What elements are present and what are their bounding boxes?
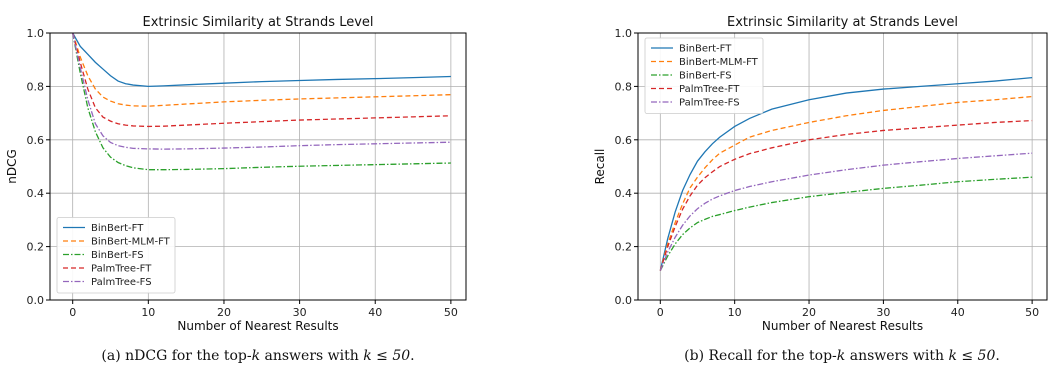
legend-box: [56, 217, 176, 294]
series-line-palmtree-ft: [72, 33, 451, 128]
x-tick-label: 20: [217, 306, 231, 319]
figure-caption: (b) Recall for the top-k answers with k …: [684, 348, 1000, 364]
series-line-binbert-mlm-ft: [659, 95, 1033, 271]
x-tick-label: 0: [69, 306, 76, 319]
caption-text: answers with: [845, 348, 948, 364]
legend-box: [644, 37, 764, 114]
y-tick-label: 0.2: [615, 241, 633, 254]
y-tick-label: 0.4: [615, 187, 633, 200]
chart-title: Extrinsic Similarity at Strands Level: [727, 15, 958, 30]
legend-entry: BinBert-MLM-FT: [91, 237, 171, 248]
x-axis-label: Number of Nearest Results: [177, 319, 338, 333]
y-axis-label: Recall: [593, 149, 607, 185]
caption-math: k ≤ 50: [363, 348, 410, 364]
y-tick-label: 0.8: [615, 80, 633, 93]
series-line-palmtree-fs: [72, 33, 451, 150]
caption-text: (b) Recall for the top-: [684, 348, 837, 364]
chart-ndcg: 0 10 20 30 40 50 0.0 0.2 0.4 0.6 0.8 1.0 Extrinsic S…: [5, 15, 467, 364]
legend-entry: PalmTree-FT: [91, 264, 152, 275]
x-tick-label: 30: [293, 306, 307, 319]
x-tick-label: 0: [657, 306, 664, 319]
legend-entry: BinBert-MLM-FT: [679, 57, 759, 68]
caption-text: .: [995, 348, 999, 364]
x-tick-label: 50: [1025, 306, 1039, 319]
chart-recall: 0 10 20 30 40 50 0.0 0.2 0.4 0.6 0.8 1.0 Extrinsic S…: [593, 15, 1048, 364]
plot-frame: [637, 32, 1048, 301]
caption-math: k: [252, 348, 260, 364]
x-tick-label: 10: [728, 306, 742, 319]
x-tick-label: 30: [876, 306, 890, 319]
figure-caption: (a) nDCG for the top-k answers with k ≤ …: [101, 348, 414, 364]
x-tick-label: 40: [951, 306, 965, 319]
series-line-binbert-ft: [659, 76, 1033, 271]
y-tick-label: 1.0: [615, 27, 633, 40]
plot-frame: [49, 32, 467, 301]
y-tick-label: 0.8: [27, 80, 45, 93]
legend-entry: BinBert-FS: [679, 71, 732, 82]
series-line-binbert-fs: [72, 33, 451, 171]
y-tick-label: 0.2: [27, 241, 45, 254]
legend: BinBert-FT BinBert-MLM-FT BinBert-FS PalmTr…: [644, 37, 764, 114]
legend-entry: PalmTree-FT: [679, 84, 740, 95]
x-axis-label: Number of Nearest Results: [762, 319, 923, 333]
caption-text: (a) nDCG for the top-: [101, 348, 251, 364]
legend-entry: BinBert-FT: [679, 44, 732, 55]
series-line-binbert-ft: [72, 33, 451, 88]
legend-entry: BinBert-FT: [91, 223, 144, 234]
y-tick-label: 0.0: [27, 294, 45, 307]
y-tick-label: 0.6: [615, 134, 633, 147]
chart-title: Extrinsic Similarity at Strands Level: [142, 15, 373, 30]
caption-text: answers with: [260, 348, 363, 364]
legend-entry: PalmTree-FS: [679, 98, 740, 109]
series-line-binbert-fs: [659, 176, 1033, 271]
legend: BinBert-FT BinBert-MLM-FT BinBert-FS PalmTr…: [56, 217, 176, 294]
series-line-palmtree-fs: [659, 152, 1033, 271]
series-line-palmtree-ft: [659, 119, 1033, 271]
series-line-binbert-mlm-ft: [72, 33, 451, 107]
x-tick-label: 50: [444, 306, 458, 319]
caption-math: k ≤ 50: [948, 348, 995, 364]
y-axis-label: nDCG: [5, 149, 19, 184]
x-tick-label: 40: [368, 306, 382, 319]
x-tick-label: 20: [802, 306, 816, 319]
x-tick-label: 10: [141, 306, 155, 319]
legend-entry: BinBert-FS: [91, 250, 144, 261]
caption-text: .: [410, 348, 414, 364]
y-tick-label: 0.0: [615, 294, 633, 307]
y-tick-label: 0.4: [27, 187, 45, 200]
y-tick-label: 0.6: [27, 134, 45, 147]
caption-math: k: [837, 348, 845, 364]
legend-entry: PalmTree-FS: [91, 277, 152, 288]
y-tick-label: 1.0: [27, 27, 45, 40]
